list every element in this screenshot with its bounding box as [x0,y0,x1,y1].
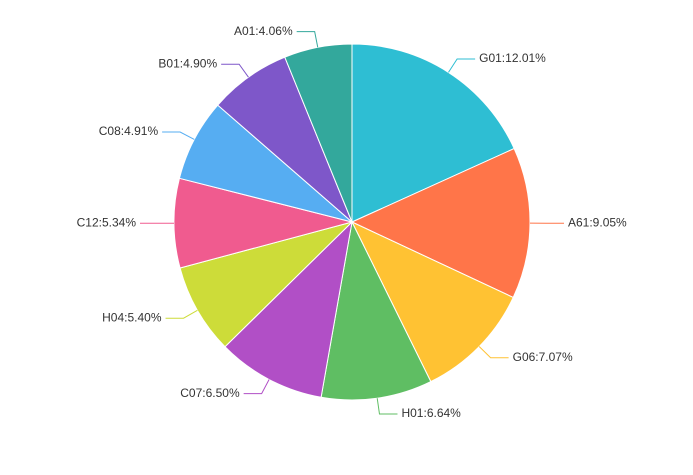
pie-slices [174,44,530,400]
leader-line-a01 [297,32,318,48]
leader-line-h04 [166,310,198,318]
slice-label-g01: G01:12.01% [479,51,546,65]
slice-label-c12: C12:5.34% [77,215,137,229]
slice-label-h01: H01:6.64% [401,406,461,420]
slice-label-c07: C07:6.50% [180,386,240,400]
slice-label-a01: A01:4.06% [234,24,293,38]
slice-label-c08: C08:4.91% [99,124,159,138]
leader-line-h01 [377,398,397,414]
leader-line-c08 [162,132,194,139]
leader-line-b01 [221,64,248,77]
leader-line-g06 [479,347,508,358]
slice-label-h04: H04:5.40% [102,310,162,324]
slice-label-g06: G06:7.07% [513,350,573,364]
leader-line-c07 [244,380,269,394]
leader-line-g01 [448,59,475,72]
slice-label-b01: B01:4.90% [158,56,217,70]
slice-label-a61: A61:9.05% [568,215,627,229]
